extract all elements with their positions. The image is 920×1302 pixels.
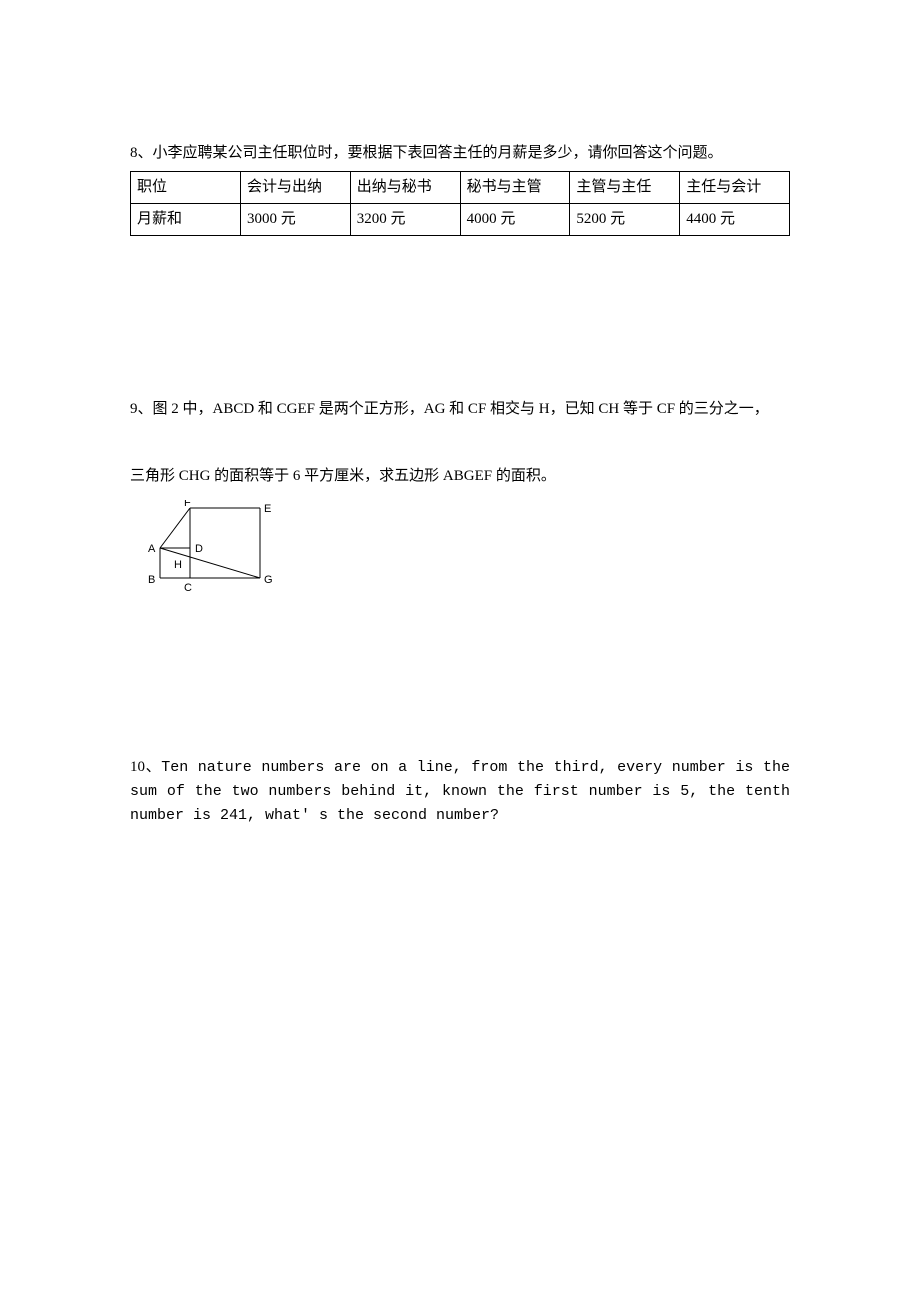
svg-text:A: A bbox=[148, 543, 156, 555]
table-row: 月薪和 3000 元 3200 元 4000 元 5200 元 4400 元 bbox=[131, 204, 790, 236]
q9-figure: A B C D F E G H bbox=[140, 500, 790, 605]
table-cell: 出纳与秘书 bbox=[350, 172, 460, 204]
q8-prompt: 8、小李应聘某公司主任职位时，要根据下表回答主任的月薪是多少，请你回答这个问题。 bbox=[130, 140, 790, 167]
q9-line2: 三角形 CHG 的面积等于 6 平方厘米，求五边形 ABGEF 的面积。 bbox=[130, 463, 790, 490]
table-cell: 4000 元 bbox=[460, 204, 570, 236]
q9-line1: 9、图 2 中，ABCD 和 CGEF 是两个正方形，AG 和 CF 相交与 H… bbox=[130, 396, 790, 423]
table-cell: 职位 bbox=[131, 172, 241, 204]
svg-text:E: E bbox=[264, 503, 271, 515]
geometry-diagram: A B C D F E G H bbox=[140, 500, 290, 595]
table-cell: 主任与会计 bbox=[680, 172, 790, 204]
table-cell: 会计与出纳 bbox=[241, 172, 351, 204]
table-cell: 月薪和 bbox=[131, 204, 241, 236]
table-cell: 3200 元 bbox=[350, 204, 460, 236]
svg-text:F: F bbox=[184, 500, 191, 509]
svg-text:H: H bbox=[174, 559, 182, 571]
svg-text:C: C bbox=[184, 582, 192, 594]
q10-text: Ten nature numbers are on a line, from t… bbox=[130, 759, 790, 824]
q10-block: 10、Ten nature numbers are on a line, fro… bbox=[130, 755, 790, 828]
table-cell: 主管与主任 bbox=[570, 172, 680, 204]
table-row: 职位 会计与出纳 出纳与秘书 秘书与主管 主管与主任 主任与会计 bbox=[131, 172, 790, 204]
table-cell: 5200 元 bbox=[570, 204, 680, 236]
svg-text:B: B bbox=[148, 574, 155, 586]
svg-text:D: D bbox=[195, 543, 203, 555]
svg-text:G: G bbox=[264, 574, 273, 586]
table-cell: 3000 元 bbox=[241, 204, 351, 236]
table-cell: 4400 元 bbox=[680, 204, 790, 236]
table-cell: 秘书与主管 bbox=[460, 172, 570, 204]
q10-prefix: 10、 bbox=[130, 759, 161, 775]
salary-table: 职位 会计与出纳 出纳与秘书 秘书与主管 主管与主任 主任与会计 月薪和 300… bbox=[130, 171, 790, 236]
